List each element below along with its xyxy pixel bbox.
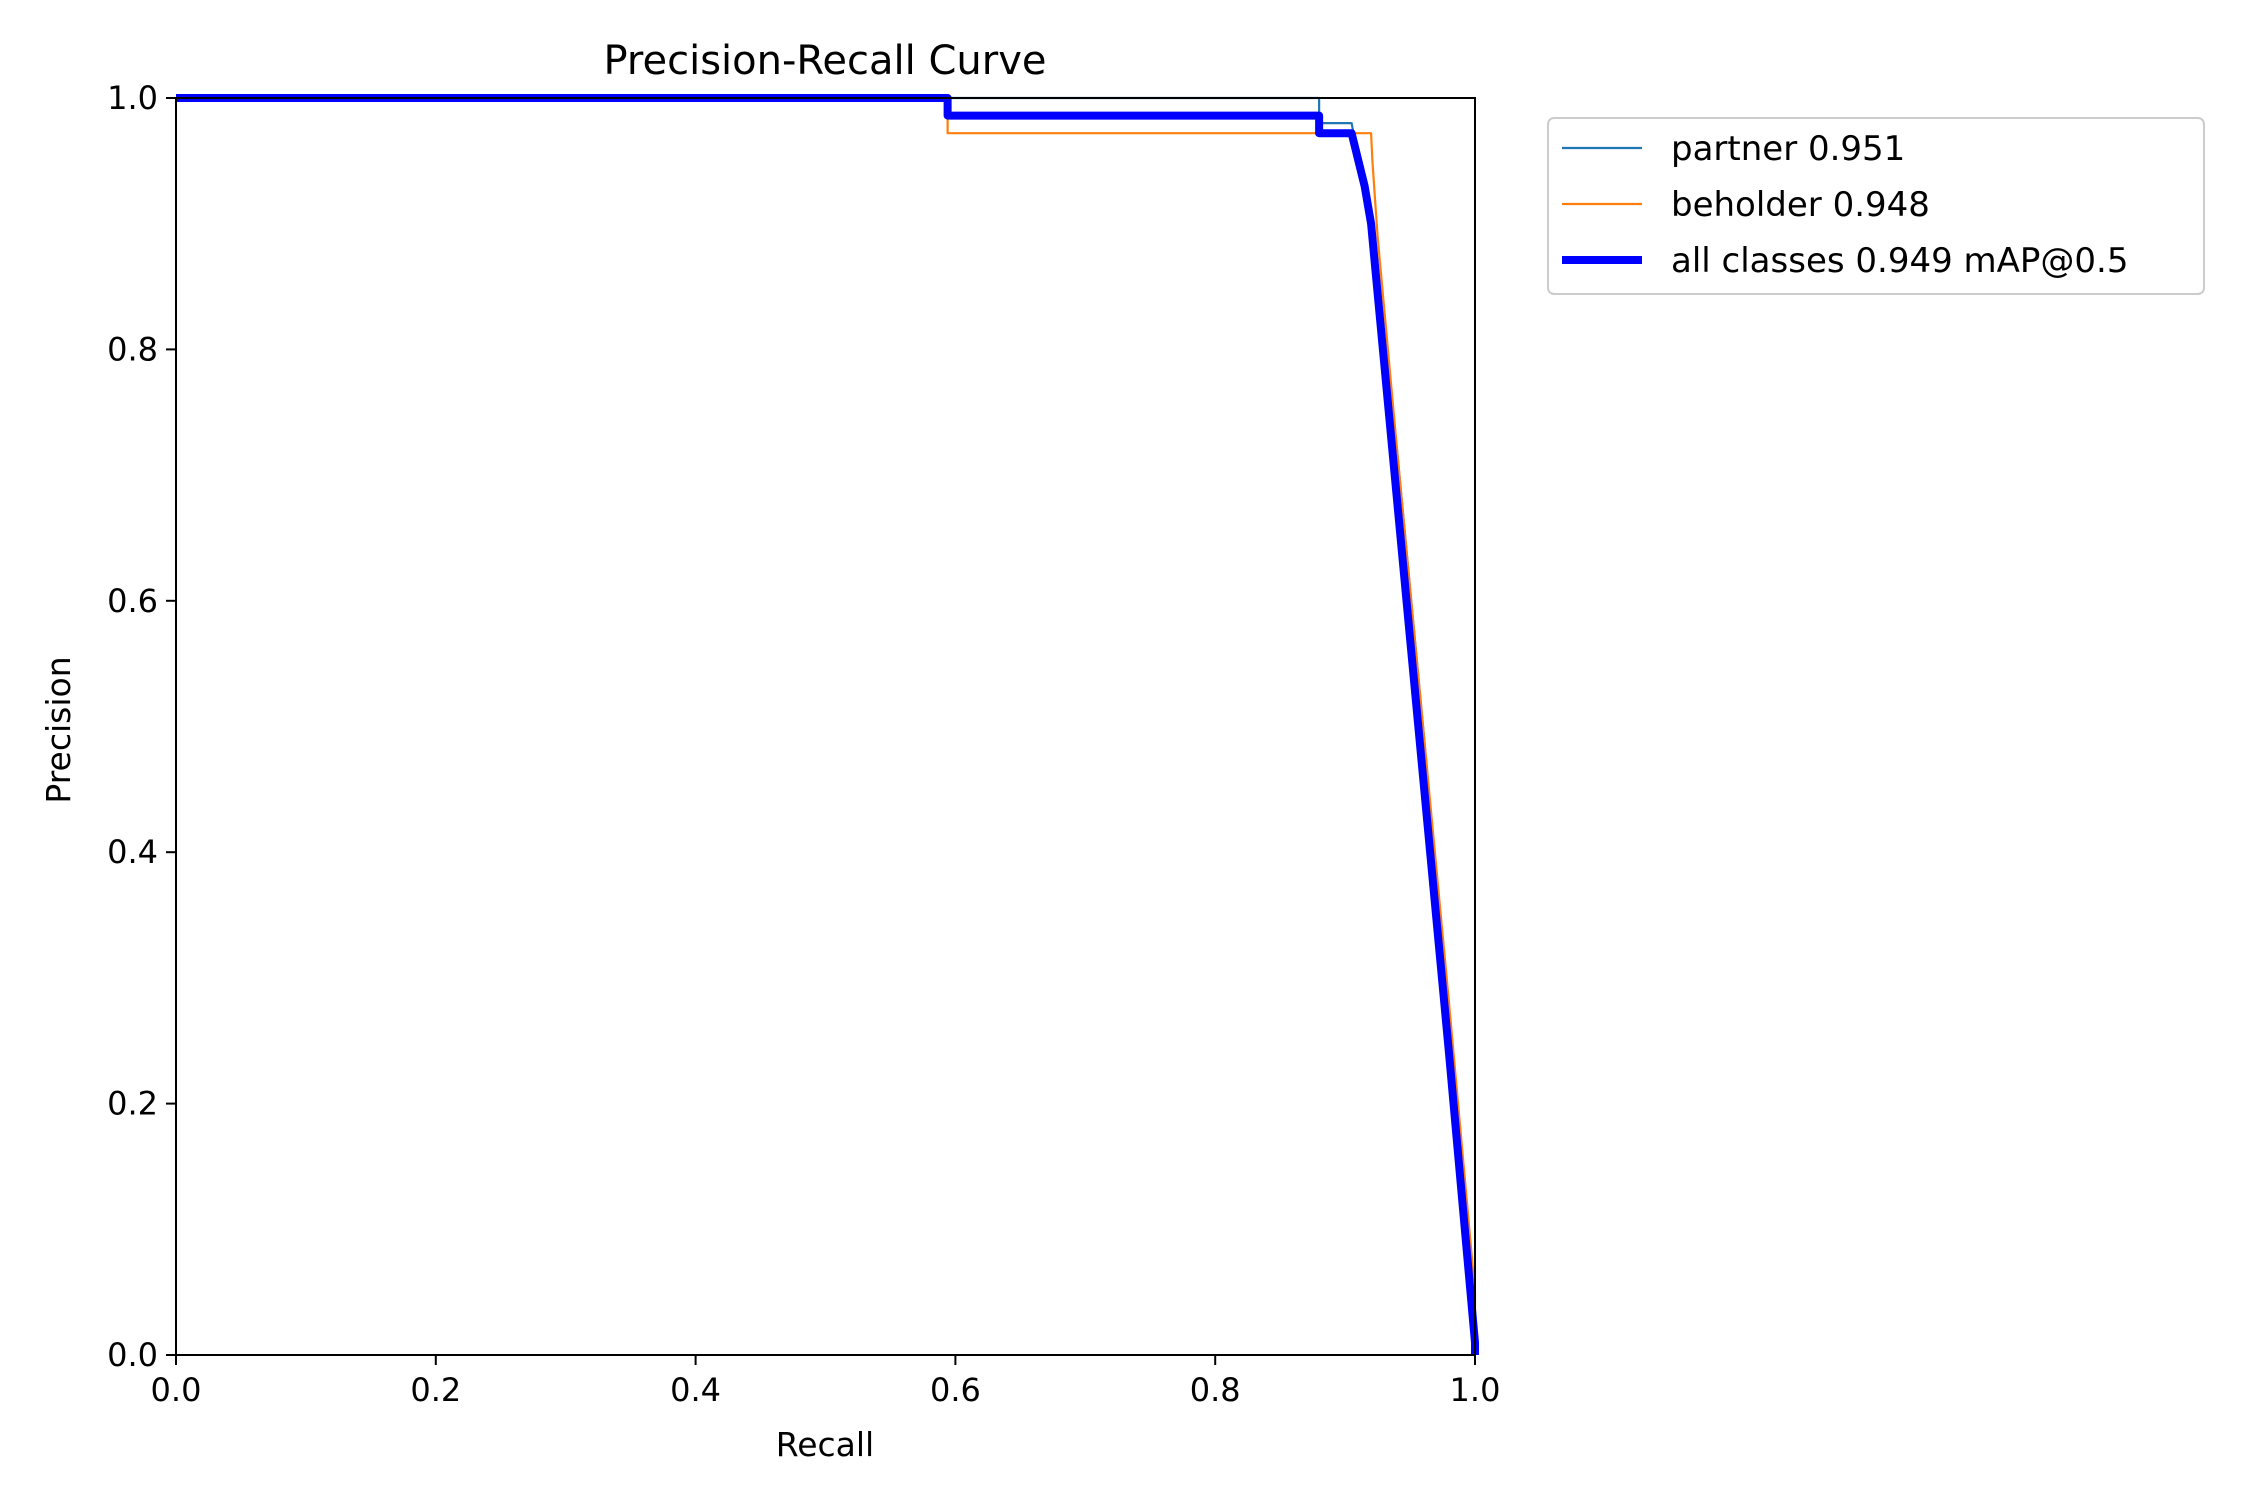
series-line-2 (176, 94, 1479, 1355)
legend-label: partner 0.951 (1671, 129, 1905, 169)
y-tick-label: 1.0 (107, 79, 158, 117)
x-tick-label: 0.8 (1190, 1371, 1241, 1409)
x-axis-label: Recall (776, 1425, 874, 1464)
y-axis-ticks: 0.0 0.2 0.4 0.6 0.8 1.0 (107, 79, 176, 1374)
chart-title: Precision-Recall Curve (604, 38, 1047, 84)
x-axis-ticks: 0.0 0.2 0.4 0.6 0.8 1.0 (151, 1355, 1501, 1409)
y-axis-label: Precision (39, 656, 78, 803)
legend-label: beholder 0.948 (1671, 185, 1930, 225)
plot-frame (175, 97, 1476, 1356)
legend-label: all classes 0.949 mAP@0.5 (1671, 241, 2128, 281)
x-tick-label: 0.6 (930, 1371, 981, 1409)
legend-items: partner 0.951 beholder 0.948 all classes 0… (1562, 129, 2128, 281)
legend: partner 0.951 beholder 0.948 all classes 0… (1547, 117, 2205, 295)
y-tick-label: 0.0 (107, 1336, 158, 1374)
y-tick-label: 0.8 (107, 330, 158, 368)
plot-lines (176, 94, 1479, 1355)
y-tick-label: 0.2 (107, 1085, 158, 1123)
y-tick-label: 0.6 (107, 582, 158, 620)
x-tick-label: 1.0 (1450, 1371, 1501, 1409)
x-tick-label: 0.0 (151, 1371, 202, 1409)
legend-frame (1547, 117, 2205, 295)
x-tick-label: 0.4 (670, 1371, 721, 1409)
y-tick-label: 0.4 (107, 833, 158, 871)
series-line-1 (176, 96, 1477, 1355)
x-tick-label: 0.2 (410, 1371, 461, 1409)
